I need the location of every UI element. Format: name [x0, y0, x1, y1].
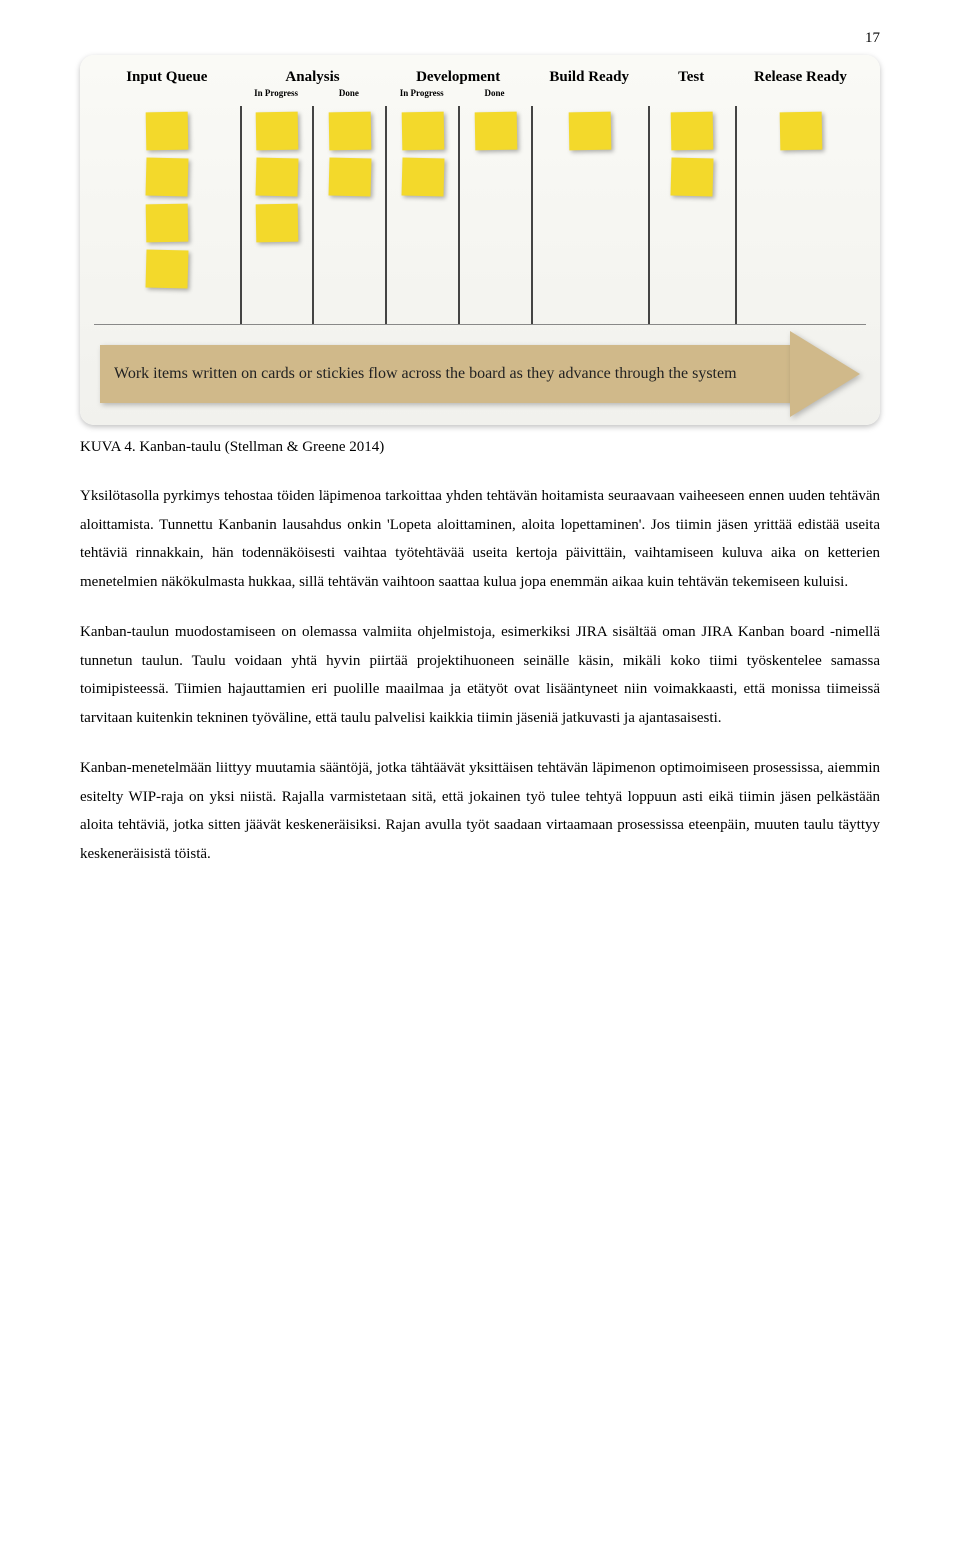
body-paragraph: Yksilötasolla pyrkimys tehostaa töiden l…	[80, 482, 880, 596]
kanban-figure: Input Queue Analysis In Progress Done	[80, 55, 880, 425]
arrow-text: Work items written on cards or stickies …	[114, 364, 737, 384]
sticky-note-icon	[328, 157, 371, 196]
kanban-col-release-ready: Release Ready	[735, 65, 866, 324]
kanban-lane	[458, 106, 531, 324]
kanban-board: Input Queue Analysis In Progress Done	[94, 65, 866, 325]
sticky-note-icon	[145, 157, 188, 196]
kanban-lane	[240, 106, 313, 324]
sticky-note-icon	[401, 157, 444, 196]
kanban-lane	[312, 106, 385, 324]
sticky-note-icon	[671, 112, 714, 151]
kanban-lane	[531, 106, 648, 324]
sub-header: In Progress	[240, 88, 313, 106]
sticky-note-icon	[401, 112, 444, 151]
sticky-note-icon	[780, 112, 823, 151]
sticky-note-icon	[671, 157, 714, 196]
kanban-col-build-ready: Build Ready	[531, 65, 648, 324]
kanban-lane	[385, 106, 458, 324]
page-number: 17	[80, 30, 880, 47]
kanban-col-test: Test	[648, 65, 735, 324]
sticky-note-icon	[145, 249, 188, 288]
kanban-col-development: Development In Progress Done	[385, 65, 531, 324]
col-header: Analysis	[240, 65, 386, 88]
kanban-col-analysis: Analysis In Progress Done	[240, 65, 386, 324]
sticky-note-icon	[256, 112, 299, 151]
sticky-note-icon	[329, 112, 372, 151]
sticky-note-icon	[145, 204, 188, 243]
kanban-col-input-queue: Input Queue	[94, 65, 240, 324]
col-header: Release Ready	[735, 65, 866, 88]
sticky-note-icon	[256, 157, 299, 196]
col-header: Development	[385, 65, 531, 88]
sticky-note-icon	[569, 112, 612, 151]
arrow-head-icon	[790, 331, 860, 417]
body-paragraph: Kanban-taulun muodostamiseen on olemassa…	[80, 618, 880, 732]
kanban-lane	[648, 106, 735, 324]
figure-caption: KUVA 4. Kanban-taulu (Stellman & Greene …	[80, 439, 880, 456]
sticky-note-icon	[145, 112, 188, 151]
body-paragraph: Kanban-menetelmään liittyy muutamia sään…	[80, 754, 880, 868]
col-header: Test	[648, 65, 735, 88]
kanban-lane	[735, 106, 866, 324]
sub-header: Done	[312, 88, 385, 106]
sub-header: Done	[458, 88, 531, 106]
arrow-body: Work items written on cards or stickies …	[100, 345, 796, 403]
flow-arrow: Work items written on cards or stickies …	[94, 337, 866, 411]
sticky-note-icon	[256, 204, 299, 243]
sticky-note-icon	[474, 112, 517, 151]
sub-header: In Progress	[385, 88, 458, 106]
col-header: Build Ready	[531, 65, 648, 88]
kanban-lane	[94, 106, 240, 324]
col-header: Input Queue	[94, 65, 240, 88]
